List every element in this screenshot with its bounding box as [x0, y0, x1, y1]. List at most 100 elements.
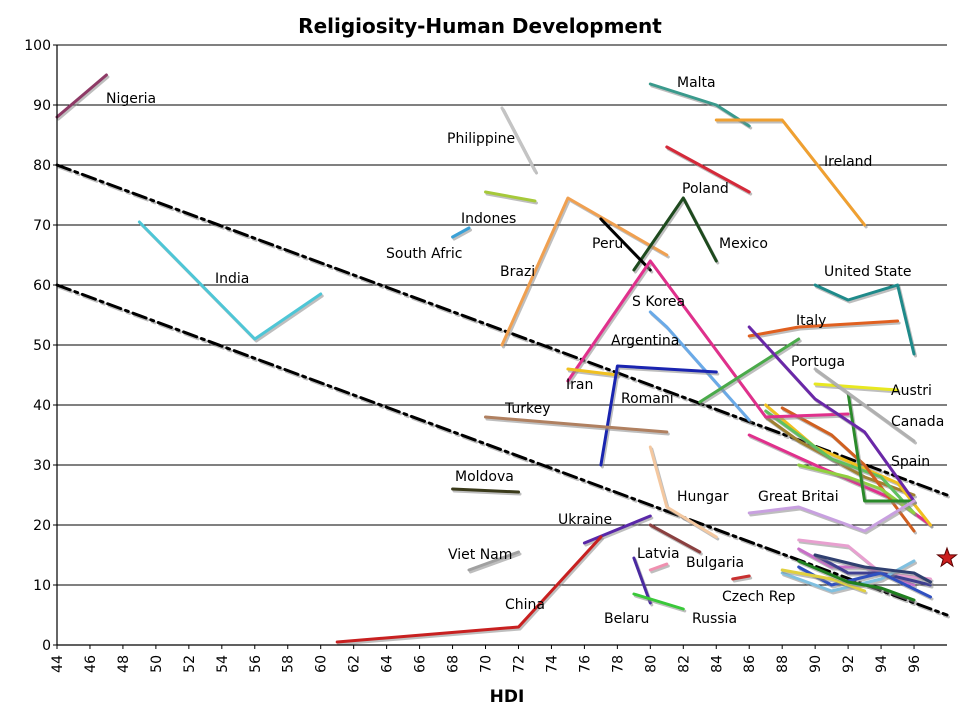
series-line-mexico [632, 196, 718, 272]
y-tick-20: 20 [33, 518, 51, 534]
series-line-s-korea [566, 259, 850, 419]
series-line-south-afric-shadow [452, 228, 472, 241]
series-line-romani-shadow [600, 366, 720, 469]
series-line-ireland-shadow [716, 120, 868, 229]
x-tick-74: 74 [544, 655, 560, 673]
series-line-united-state [813, 283, 916, 356]
series-line-latvia [648, 562, 669, 572]
y-tick-0: 0 [42, 638, 51, 654]
x-tick-72: 72 [511, 655, 527, 673]
x-tick-94: 94 [874, 655, 890, 673]
x-axis-label: HDI [490, 687, 525, 707]
x-tick-62: 62 [347, 655, 363, 673]
label-south-afric: South Afric [386, 246, 463, 262]
x-tick-80: 80 [643, 655, 659, 673]
series-line-czech-rep-shadow [732, 576, 753, 583]
series-line-italy-shadow [749, 321, 901, 340]
series-line-great-britai [747, 499, 916, 533]
x-tick-84: 84 [709, 655, 725, 673]
series-line-iran-shadow [567, 369, 621, 379]
y-tick-80: 80 [33, 158, 51, 174]
label-moldova: Moldova [455, 469, 514, 485]
label-united-state: United State [824, 264, 912, 280]
label-ukraine: Ukraine [558, 512, 612, 528]
label-great-britai: Great Britai [758, 489, 839, 505]
series-line-china [335, 535, 603, 644]
label-brazi: Brazi [500, 264, 535, 280]
series-line-czech-rep [731, 574, 751, 581]
series-line-indones-shadow [485, 192, 538, 205]
series-line-italy [747, 319, 900, 338]
x-tick-48: 48 [116, 655, 132, 673]
y-tick-30: 30 [33, 458, 51, 474]
series-line-extra-15 [813, 553, 932, 584]
label-malta: Malta [677, 75, 716, 91]
series-line-austri [813, 382, 900, 392]
label-poland: Poland [682, 181, 729, 197]
series-line-canada [813, 367, 916, 443]
label-viet-nam: Viet Nam [448, 547, 512, 563]
series-line-russia [632, 592, 685, 611]
label-austri: Austri [891, 383, 932, 399]
series-line-portuga-shadow [699, 339, 802, 406]
x-tick-96: 96 [907, 655, 923, 673]
y-tick-50: 50 [33, 338, 51, 354]
series-line-extra-10 [813, 553, 932, 587]
series-line-brazi [500, 196, 669, 347]
series-line-china-shadow [337, 537, 604, 646]
label-argentina: Argentina [611, 333, 679, 349]
series-line-bulgaria [648, 523, 702, 554]
label-belaru: Belaru [604, 611, 649, 627]
series-line-austri-shadow [815, 384, 901, 394]
x-tick-82: 82 [676, 655, 692, 673]
y-tick-labels: 0 10 20 30 40 50 60 70 80 90 100 [24, 38, 57, 654]
series-line-iran [566, 367, 619, 377]
x-tick-46: 46 [83, 655, 99, 673]
series-line-latvia-shadow [650, 564, 670, 574]
label-nigeria: Nigeria [106, 91, 156, 107]
label-turkey: Turkey [504, 401, 551, 417]
label-spain: Spain [891, 454, 930, 470]
star-marker [936, 546, 958, 568]
x-tick-56: 56 [248, 655, 264, 673]
series-line-mexico-shadow [633, 198, 720, 274]
series-line-hungar [648, 445, 718, 539]
label-portuga: Portuga [791, 354, 845, 370]
series-line-turkey-shadow [485, 417, 670, 436]
series-line-philippine [500, 106, 537, 173]
series-line-extra-13 [780, 568, 867, 593]
series-line-romani [599, 364, 718, 467]
x-tick-70: 70 [479, 655, 495, 673]
series-line-south-afric [451, 226, 471, 239]
x-tick-92: 92 [841, 655, 857, 673]
country-labels: Nigeria India Philippine Indones South Afric… [106, 75, 944, 627]
label-bulgaria: Bulgaria [686, 555, 744, 571]
series-line-peru [599, 217, 652, 272]
series-line-moldova-shadow [452, 489, 522, 496]
x-tick-88: 88 [775, 655, 791, 673]
series-line-viet-nam [467, 550, 520, 572]
series-line-india [137, 220, 323, 341]
label-iran: Iran [566, 377, 593, 393]
series-line-spain [747, 325, 916, 503]
label-india: India [215, 271, 249, 287]
x-tick-64: 64 [380, 655, 396, 673]
label-philippine: Philippine [447, 131, 515, 147]
label-indones: Indones [461, 211, 516, 227]
x-tick-50: 50 [149, 655, 165, 673]
label-hungar: Hungar [677, 489, 729, 505]
series-line-nigeria-shadow [57, 75, 110, 121]
label-russia: Russia [692, 611, 737, 627]
series-line-extra-14 [797, 559, 916, 602]
x-tick-52: 52 [182, 655, 198, 673]
y-tick-40: 40 [33, 398, 51, 414]
y-tick-70: 70 [33, 218, 51, 234]
x-tick-54: 54 [215, 655, 231, 673]
y-tick-60: 60 [33, 278, 51, 294]
label-latvia: Latvia [637, 546, 680, 562]
label-italy: Italy [796, 313, 826, 329]
x-tick-60: 60 [314, 655, 330, 673]
marker-layer [936, 546, 958, 568]
series-line-belaru [632, 556, 652, 605]
